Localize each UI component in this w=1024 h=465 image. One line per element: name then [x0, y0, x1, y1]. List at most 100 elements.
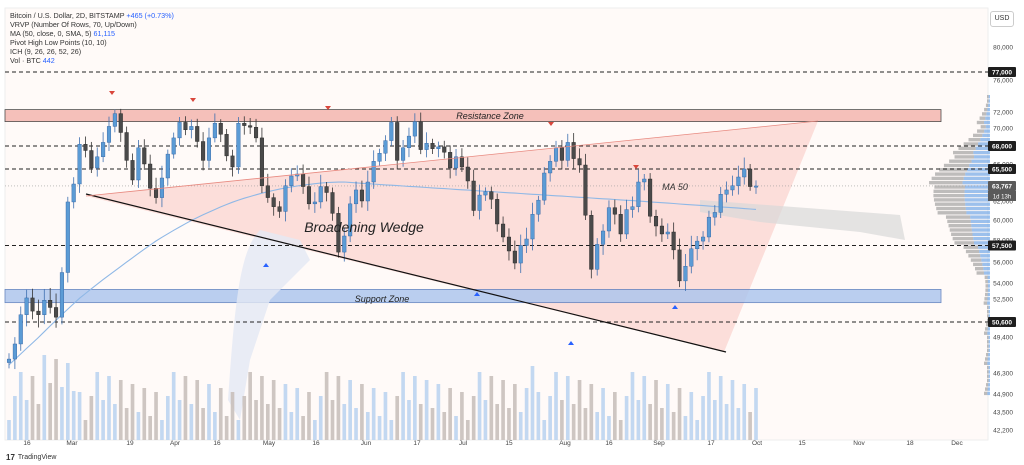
legend-vrvp[interactable]: VRVP (Number Of Rows, 70, Up/Down): [10, 20, 137, 29]
volume-profile-bar: [933, 193, 965, 198]
price-tag: [988, 180, 1016, 191]
candle-body: [724, 189, 729, 195]
legend-pivot[interactable]: Pivot High Low Points (10, 10): [10, 38, 107, 47]
candle-body: [89, 150, 94, 169]
volume-bar: [560, 400, 564, 440]
countdown-tag: [988, 190, 1016, 201]
volume-profile-bar: [987, 387, 990, 391]
volume-profile-bar: [985, 284, 988, 288]
x-axis-tick-label: 16: [23, 440, 31, 447]
candle-body: [36, 310, 41, 315]
volume-bar: [318, 396, 323, 440]
candle-body: [689, 248, 694, 267]
candle-body: [671, 231, 676, 251]
price-tag-label: 57,500: [992, 243, 1012, 250]
candle-body: [630, 206, 635, 210]
candle-body: [706, 216, 711, 238]
volume-profile-bar: [988, 335, 990, 340]
candle-body: [277, 206, 282, 212]
legend-symbol-row[interactable]: Bitcoin / U.S. Dollar, 2D, BITSTAMP +465…: [10, 11, 174, 20]
legend-ichimoku[interactable]: ICH (9, 26, 26, 52, 26): [10, 47, 82, 56]
volume-profile-bar: [975, 146, 990, 150]
candle-body: [254, 126, 259, 139]
candle-body: [506, 236, 511, 252]
volume-bar: [395, 396, 400, 440]
ma-value: 61,115: [93, 29, 115, 38]
candle-body: [312, 201, 317, 205]
volume-bar: [424, 380, 429, 440]
volume-bar: [571, 404, 576, 440]
volume-profile-bar: [980, 125, 986, 129]
volume-bar: [13, 396, 17, 440]
volume-profile-bar: [970, 215, 990, 219]
candle-body: [95, 156, 100, 169]
volume-profile-bar: [987, 99, 989, 103]
candle-body: [501, 223, 506, 238]
volume-profile-bar: [987, 374, 989, 378]
ichimoku-cloud-future: [700, 200, 905, 240]
candle-body: [218, 122, 223, 135]
x-axis-tick-label: Nov: [853, 440, 865, 447]
volume-profile-bar: [965, 172, 990, 176]
volume-bar: [224, 416, 229, 440]
volume-profile-bar: [934, 202, 966, 206]
legend-volume-row[interactable]: Vol · BTC 442: [10, 56, 174, 65]
candle-body: [442, 146, 447, 153]
volume-profile-bar: [987, 284, 990, 288]
volume-label: Vol · BTC: [10, 56, 41, 65]
x-axis-tick-label: May: [263, 440, 276, 447]
volume-profile-bar: [949, 159, 972, 163]
volume-bar: [536, 392, 541, 440]
candle-body: [371, 161, 376, 183]
candle-body: [736, 176, 741, 186]
pivot-high-marker: [109, 91, 115, 95]
volume-profile-bar: [954, 155, 975, 159]
currency-button[interactable]: USD: [990, 11, 1014, 27]
volume-value: 442: [42, 56, 55, 65]
support-zone-label: Support Zone: [355, 294, 410, 304]
volume-profile-bar: [987, 275, 990, 279]
candle-body: [259, 137, 264, 186]
candle-body: [177, 122, 182, 139]
volume-bar: [407, 400, 411, 440]
legend-ma-row[interactable]: MA (50, close, 0, SMA, 5) 61,115: [10, 29, 174, 38]
x-axis-tick-label: Oct: [752, 440, 762, 447]
volume-profile-bar: [976, 271, 984, 275]
ichimoku-cloud: [228, 230, 310, 420]
y-axis-tick-label: 42,200: [993, 428, 1013, 435]
volume-profile-bar: [987, 292, 990, 297]
ma50-line: [8, 181, 757, 366]
volume-profile-bar: [934, 185, 965, 189]
volume-bar: [313, 420, 317, 440]
volume-profile-bar: [984, 361, 988, 365]
volume-profile-bar: [973, 262, 983, 267]
volume-bar: [189, 404, 194, 440]
volume-bar: [389, 420, 394, 440]
candle-body: [742, 168, 747, 178]
volume-bar: [724, 404, 729, 440]
pivot-low-marker: [568, 341, 574, 345]
volume-profile-bar: [965, 249, 980, 254]
candle-body: [583, 164, 588, 216]
volume-bar: [665, 384, 670, 440]
volume-bar: [148, 416, 152, 440]
volume-bar: [583, 408, 588, 440]
candle-body: [677, 249, 682, 282]
volume-bar: [489, 376, 494, 440]
volume-profile-bar: [987, 378, 989, 383]
volume-profile-bar: [949, 228, 972, 232]
volume-profile-bar: [933, 189, 965, 193]
volume-bar: [124, 408, 129, 440]
candle-body: [171, 137, 176, 155]
volume-profile-bar: [987, 335, 989, 340]
volume-bar: [295, 388, 300, 440]
candle-body: [542, 172, 547, 201]
y-axis-tick-label: 44,900: [993, 392, 1013, 399]
candle-body: [318, 186, 323, 203]
volume-profile-bar: [984, 391, 988, 396]
volume-profile-bar: [970, 258, 982, 262]
y-axis-tick-label: 80,000: [993, 45, 1013, 52]
price-change: +465 (+0.73%): [126, 11, 174, 20]
tradingview-footer[interactable]: 17 TradingView: [6, 453, 56, 462]
